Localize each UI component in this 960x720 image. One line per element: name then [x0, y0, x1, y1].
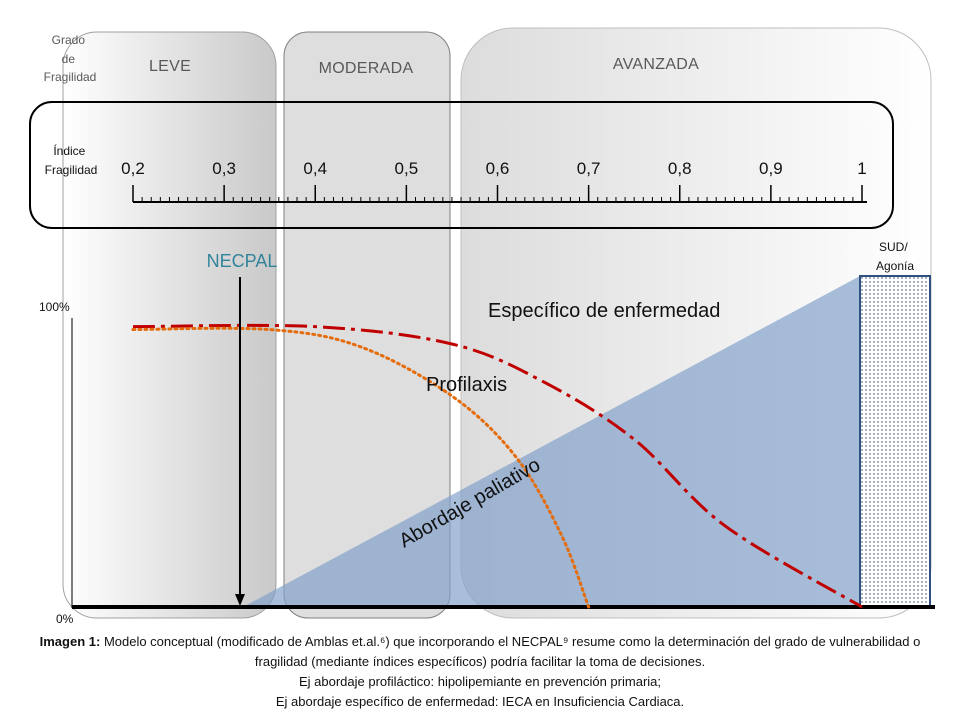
zone-label-leve: LEVE [149, 58, 191, 75]
index-tick-labels: 0,2 0,3 0,4 0,5 0,6 0,7 0,8 0,9 1 [121, 159, 867, 178]
sud-box [859, 275, 931, 608]
axis-title: Grado de Fragilidad [44, 33, 97, 84]
index-tick-label: 1 [857, 159, 866, 178]
necpal-arrowhead [235, 594, 245, 606]
index-tick-label: 0,5 [395, 159, 419, 178]
caption-line-2: Ej abordaje profiláctico: hipolipemiante… [298, 674, 662, 689]
prophylaxis-curve [131, 326, 591, 609]
zone-label-avanzada: AVANZADA [613, 56, 699, 73]
index-tick-label: 0,9 [759, 159, 783, 178]
caption-lead: Imagen 1: [39, 634, 101, 649]
index-tick-label: 0,8 [668, 159, 692, 178]
y-top-label: 100% [39, 300, 70, 314]
y-bottom-label: 0% [56, 612, 74, 626]
index-tick-label: 0,4 [303, 159, 327, 178]
zone-label-moderada: MODERADA [319, 60, 414, 77]
series-label-disease-specific: Específico de enfermedad [488, 300, 720, 322]
caption-line-1: Modelo conceptual (modificado de Amblas … [103, 634, 921, 669]
index-scale-frame [29, 101, 894, 229]
zone-leve-panel [62, 31, 277, 619]
series-label-prophylaxis: Profilaxis [426, 374, 507, 396]
necpal-label: NECPAL [207, 251, 278, 271]
index-tick-label: 0,7 [577, 159, 601, 178]
zone-moderada-panel [283, 31, 451, 619]
disease-specific-curve [132, 323, 863, 609]
index-tick-label: 0,6 [486, 159, 510, 178]
index-tick-label: 0,2 [121, 159, 145, 178]
index-tick-label: 0,3 [212, 159, 236, 178]
caption-line-3: Ej abordaje específico de enfermedad: IE… [275, 694, 685, 709]
index-major-ticks [132, 185, 863, 202]
palliative-area [243, 276, 860, 607]
end-label: SUD/ Agonía [876, 240, 914, 273]
conceptual-diagram: Grado de Fragilidad LEVE MODERADA AVANZA… [29, 27, 935, 626]
index-label: Índice Fragilidad [45, 143, 98, 177]
caption-main: Imagen 1: Modelo conceptual (modificado … [30, 632, 930, 672]
figure-caption: Imagen 1: Modelo conceptual (modificado … [30, 632, 930, 712]
